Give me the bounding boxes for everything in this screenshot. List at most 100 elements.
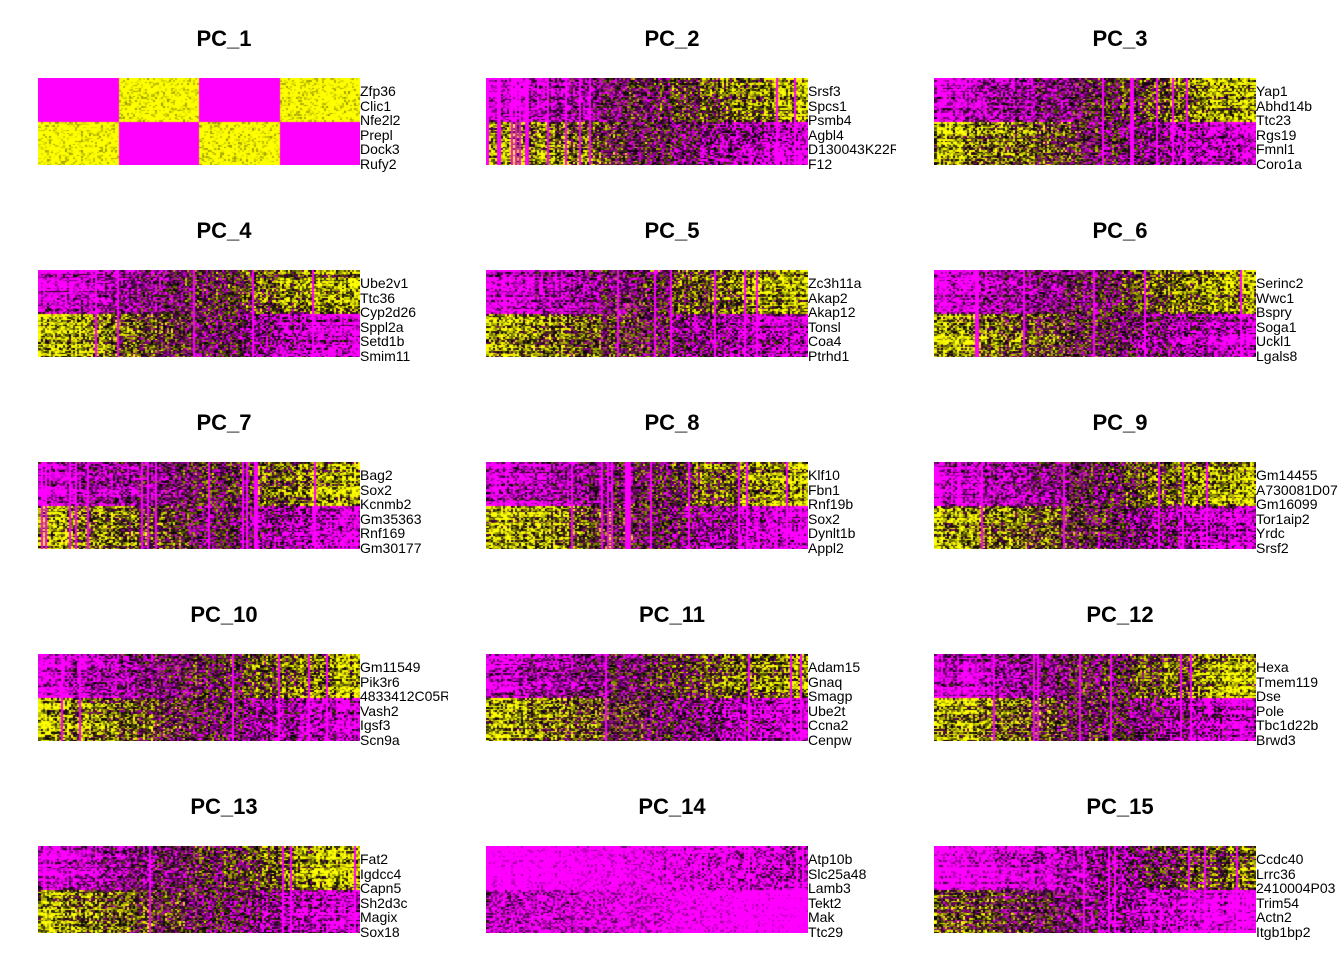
gene-label: 4833412C05Rik (360, 688, 448, 704)
gene-label: Mak (808, 909, 835, 925)
pc-panel: PC_1 Zfp36 Clic1 Nfe2l2 Prepl Dock3 Rufy2 (0, 0, 448, 192)
panel-title: PC_14 (638, 794, 706, 819)
gene-label: Sox18 (360, 923, 400, 940)
gene-label: Tekt2 (808, 894, 842, 911)
pc-panel: PC_9 Gm14455 A730081D07 Gm16099 Tor1aip2 Yrdc… (896, 384, 1344, 576)
panel-title: PC_4 (196, 218, 252, 243)
gene-label: Coa4 (808, 333, 842, 349)
gene-label: Tonsl (808, 318, 841, 335)
gene-label: Ttc29 (808, 923, 844, 940)
panel-title: PC_13 (190, 794, 258, 819)
gene-label: Agbl4 (808, 126, 844, 143)
gene-label: Scn9a (360, 731, 400, 748)
heatmap-cells (486, 78, 808, 165)
gene-label: Abhd14b (1256, 97, 1313, 114)
gene-label: Gm35363 (360, 510, 422, 527)
gene-label: Appl2 (808, 539, 844, 556)
gene-label: Fbn1 (808, 481, 840, 498)
pc-panel: PC_8 Klf10 Fbn1 Rnf19b Sox2 Dynlt1b Appl2 (448, 384, 896, 576)
gene-label: Gm30177 (360, 539, 422, 556)
gene-label: Zc3h11a (808, 275, 862, 291)
pc-panel: PC_5 Zc3h11a Akap2 Akap12 Tonsl Coa4 Ptrhd1 (448, 192, 896, 384)
gene-label: Adam15 (808, 659, 861, 675)
gene-label: Wwc1 (1256, 289, 1295, 306)
gene-label: Tor1aip2 (1256, 510, 1310, 527)
gene-label: Bspry (1256, 304, 1292, 320)
panel-title: PC_2 (644, 26, 700, 51)
gene-label: Atp10b (808, 851, 853, 867)
heatmap-cells (486, 654, 808, 741)
gene-label: Spcs1 (808, 97, 847, 114)
gene-label: Serinc2 (1256, 275, 1304, 291)
gene-label: Ube2v1 (360, 275, 409, 291)
panel-title: PC_15 (1086, 794, 1154, 819)
panel-title: PC_12 (1086, 602, 1154, 627)
gene-label: Dock3 (360, 141, 400, 157)
gene-label: Fmnl1 (1256, 141, 1295, 157)
heatmap-cells (934, 846, 1256, 933)
panel-title: PC_11 (638, 602, 706, 627)
heatmap-cells (934, 462, 1256, 549)
heatmap-cells (934, 78, 1256, 165)
panel-title: PC_8 (644, 410, 700, 435)
gene-label: Rufy2 (360, 155, 397, 172)
gene-label: Tmem119 (1256, 673, 1318, 690)
heatmap-cells (38, 270, 360, 357)
gene-label: Actn2 (1256, 909, 1292, 925)
panel-title: PC_9 (1092, 410, 1148, 435)
gene-label: Sox2 (808, 510, 840, 527)
pc-panel: PC_6 Serinc2 Wwc1 Bspry Soga1 Uckl1 Lgals8 (896, 192, 1344, 384)
gene-label: Cenpw (808, 731, 852, 748)
gene-label: Rnf169 (360, 525, 406, 541)
gene-label: F12 (808, 155, 833, 172)
gene-label: Ttc23 (1256, 112, 1292, 128)
gene-label: Ptrhd1 (808, 347, 850, 364)
gene-label: Igsf3 (360, 717, 391, 733)
gene-label: Brwd3 (1256, 731, 1296, 748)
gene-label: Lamb3 (808, 880, 851, 896)
heatmap-cells (38, 846, 360, 933)
pc-panel: PC_12 Hexa Tmem119 Dse Pole Tbc1d22b Brwd3 (896, 576, 1344, 768)
heatmap-cells (38, 462, 360, 549)
gene-label: Srsf2 (1256, 539, 1289, 556)
gene-label: Lrrc36 (1256, 865, 1296, 882)
gene-label: Uckl1 (1256, 333, 1292, 349)
gene-label: Cyp2d26 (360, 304, 417, 320)
gene-label: Coro1a (1256, 155, 1302, 172)
gene-label: A730081D07 (1256, 481, 1338, 498)
gene-label: Ccna2 (808, 717, 849, 733)
gene-label: Pole (1256, 702, 1285, 719)
gene-label: Setd1b (360, 333, 405, 349)
gene-label: Bag2 (360, 467, 393, 483)
gene-label: Ccdc40 (1256, 851, 1304, 867)
gene-label: Srsf3 (808, 83, 841, 99)
gene-label: Yrdc (1256, 525, 1285, 541)
gene-label: Sox2 (360, 481, 392, 498)
pc-panel: PC_11 Adam15 Gnaq Smagp Ube2t Ccna2 Cenpw (448, 576, 896, 768)
gene-label: Slc25a48 (808, 865, 867, 882)
panel-title: PC_10 (190, 602, 258, 627)
gene-label: Smim11 (360, 347, 411, 364)
gene-label: Gm14455 (1256, 467, 1318, 483)
heatmap-cells (934, 654, 1256, 741)
pc-panel: PC_7 Bag2 Sox2 Kcnmb2 Gm35363 Rnf169 Gm30177 (0, 384, 448, 576)
gene-label: Vash2 (360, 702, 399, 719)
gene-label: Ttc36 (360, 289, 396, 306)
heatmap-cells (486, 270, 808, 357)
heatmap-cells (486, 846, 808, 933)
gene-label: Akap2 (808, 289, 848, 306)
gene-label: Tbc1d22b (1256, 717, 1319, 733)
gene-label: 2410004P03 (1256, 880, 1336, 896)
pc-panel: PC_15 Ccdc40 Lrrc36 2410004P03 Trim54 Actn2 It… (896, 768, 1344, 960)
gene-label: D130043K22Rik (808, 141, 896, 157)
gene-label: Dynlt1b (808, 525, 856, 541)
gene-label: Dse (1256, 688, 1281, 704)
gene-label: Pik3r6 (360, 673, 400, 690)
gene-label: Capn5 (360, 880, 402, 896)
panel-title: PC_1 (196, 26, 252, 51)
gene-label: Trim54 (1256, 894, 1300, 911)
gene-label: Sh2d3c (360, 894, 408, 911)
pc-panel: PC_10 Gm11549Pik3r64833412C05RikVash2Igsf… (0, 576, 448, 768)
gene-label: Kcnmb2 (360, 496, 412, 512)
